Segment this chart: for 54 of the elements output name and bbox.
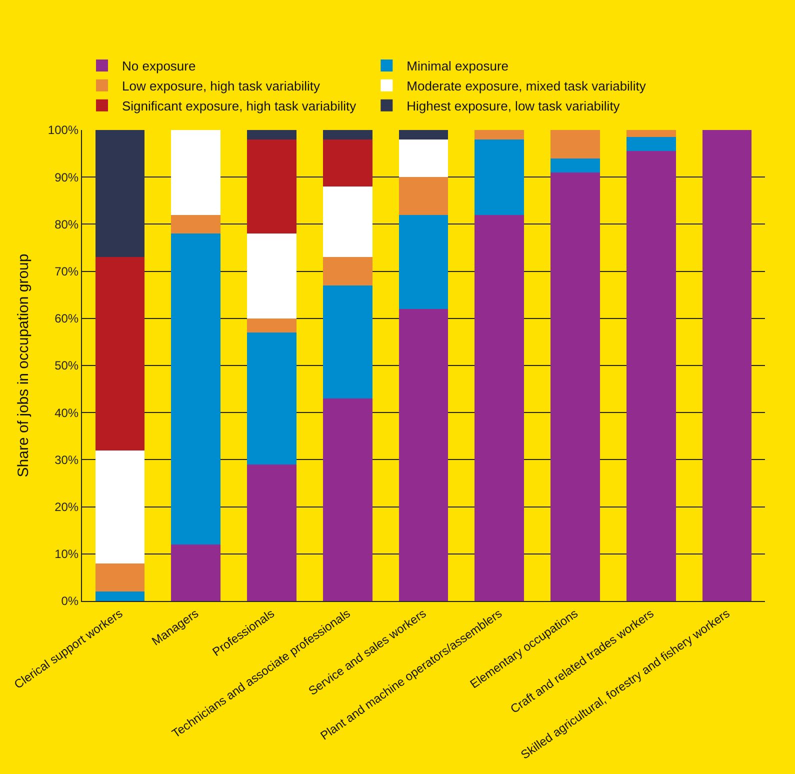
legend-label: Moderate exposure, mixed task variability <box>406 78 646 94</box>
bar <box>322 257 372 286</box>
bar <box>398 130 448 140</box>
bar <box>626 137 676 152</box>
bar <box>247 139 296 234</box>
bar <box>550 130 600 158</box>
bar <box>398 177 448 215</box>
bar <box>398 214 448 309</box>
bar <box>95 130 145 258</box>
y-tick-label: 0% <box>61 594 79 608</box>
y-tick-label: 90% <box>54 170 79 184</box>
bar <box>550 158 600 172</box>
bar <box>95 257 145 450</box>
bar <box>247 234 296 318</box>
bar <box>247 332 296 464</box>
bar <box>322 186 372 258</box>
bar <box>474 130 524 140</box>
bar <box>626 130 676 138</box>
bar <box>171 130 220 215</box>
bar <box>322 130 372 140</box>
y-axis-title: Share of jobs in occupation group <box>15 254 32 478</box>
y-tick-label: 80% <box>54 217 79 232</box>
y-tick-label: 30% <box>54 452 79 467</box>
bar <box>474 139 524 215</box>
legend-label: Highest exposure, low task variability <box>406 98 620 114</box>
bar <box>322 285 372 398</box>
y-tick-label: 10% <box>54 547 79 562</box>
bar <box>95 592 145 601</box>
legend-label: No exposure <box>122 58 196 74</box>
bar <box>550 172 600 601</box>
legend-label: Significant exposure, high task variability <box>122 98 357 114</box>
bar <box>247 318 296 333</box>
bar <box>474 214 524 601</box>
bar <box>95 563 145 592</box>
bar <box>171 234 220 544</box>
y-tick-label: 40% <box>54 406 79 420</box>
bar <box>322 398 372 601</box>
bar <box>702 130 752 601</box>
bar <box>398 308 448 601</box>
bar <box>247 464 296 601</box>
legend-label: Minimal exposure <box>406 58 509 74</box>
bar <box>95 450 145 564</box>
y-tick-label: 50% <box>54 358 79 373</box>
bar <box>322 139 372 187</box>
y-tick-label: 60% <box>54 312 79 326</box>
bar <box>626 151 676 601</box>
bar <box>171 214 220 234</box>
y-tick-label: 100% <box>48 123 79 138</box>
legend-label: Low exposure, high task variability <box>122 78 320 94</box>
bar <box>171 544 220 601</box>
y-tick-label: 20% <box>54 500 79 514</box>
y-tick-label: 70% <box>54 264 79 278</box>
bar <box>398 139 448 178</box>
bar <box>247 130 296 140</box>
